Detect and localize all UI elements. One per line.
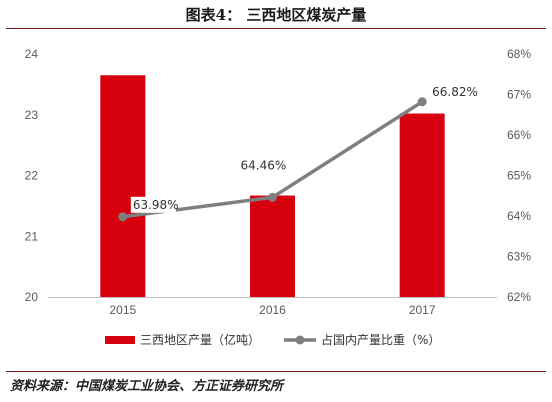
data-label-bg-2017 xyxy=(430,83,476,100)
y-right-tick-label-64%: 64% xyxy=(507,209,531,223)
line-series: 63.98% 64.46% 66.82% xyxy=(118,83,478,222)
y-left-tick-label-20: 20 xyxy=(25,290,39,304)
y-left-tick-label-24: 24 xyxy=(25,47,39,61)
y-left-tick-label-23: 23 xyxy=(25,108,39,122)
bar-2016 xyxy=(250,195,295,297)
legend-label-bar: 三西地区产量（亿吨） xyxy=(140,332,260,347)
data-label-2017: 66.82% xyxy=(432,85,478,99)
bar-2015 xyxy=(100,75,146,297)
x-tick-label-2017: 2017 xyxy=(409,303,436,317)
axes: 2015 2016 2017 20 21 22 23 24 62% 63% 64% 65% 66% 67%… xyxy=(25,47,532,317)
chart-title: 图表4： 三西地区煤炭产量 xyxy=(185,6,367,24)
y-right-tick-label-65%: 65% xyxy=(507,169,531,183)
data-label-2015: 63.98% xyxy=(133,198,179,212)
data-label-bg-2016 xyxy=(238,157,284,174)
y-right-tick-label-68%: 68% xyxy=(507,47,531,61)
y-right-tick-label-63%: 63% xyxy=(507,250,531,264)
x-tick-label-2015: 2015 xyxy=(109,303,136,317)
legend-label-line: 占国内产量比重（%） xyxy=(321,332,440,347)
bar-series xyxy=(100,75,445,297)
source-note: 资料来源：中国煤炭工业协会、方正证券研究所 xyxy=(10,379,284,394)
title-rule xyxy=(6,28,546,29)
y-left-tick-label-21: 21 xyxy=(25,229,39,243)
bar-2017 xyxy=(399,113,445,297)
line-point-2016 xyxy=(268,192,277,202)
legend-swatch-bar xyxy=(105,336,135,344)
legend: 三西地区产量（亿吨） 占国内产量比重（%） xyxy=(105,332,440,347)
line-point-2017 xyxy=(417,97,427,107)
y-right-tick-label-66%: 66% xyxy=(507,128,531,142)
x-tick-label-2016: 2016 xyxy=(259,303,286,317)
y-right-tick-label-62%: 62% xyxy=(507,290,531,304)
data-label-bg-2015 xyxy=(130,196,176,213)
combo-chart: 63.98%64.46%66.82% 2015 2016 2017202122232… xyxy=(25,47,532,347)
data-label-2016: 64.46% xyxy=(241,158,287,172)
legend-swatch-marker xyxy=(295,335,305,345)
y-right-tick-label-67%: 67% xyxy=(507,88,531,102)
line-point-2015 xyxy=(118,212,128,222)
source-rule xyxy=(6,371,546,372)
y-left-tick-label-22: 22 xyxy=(25,169,39,183)
